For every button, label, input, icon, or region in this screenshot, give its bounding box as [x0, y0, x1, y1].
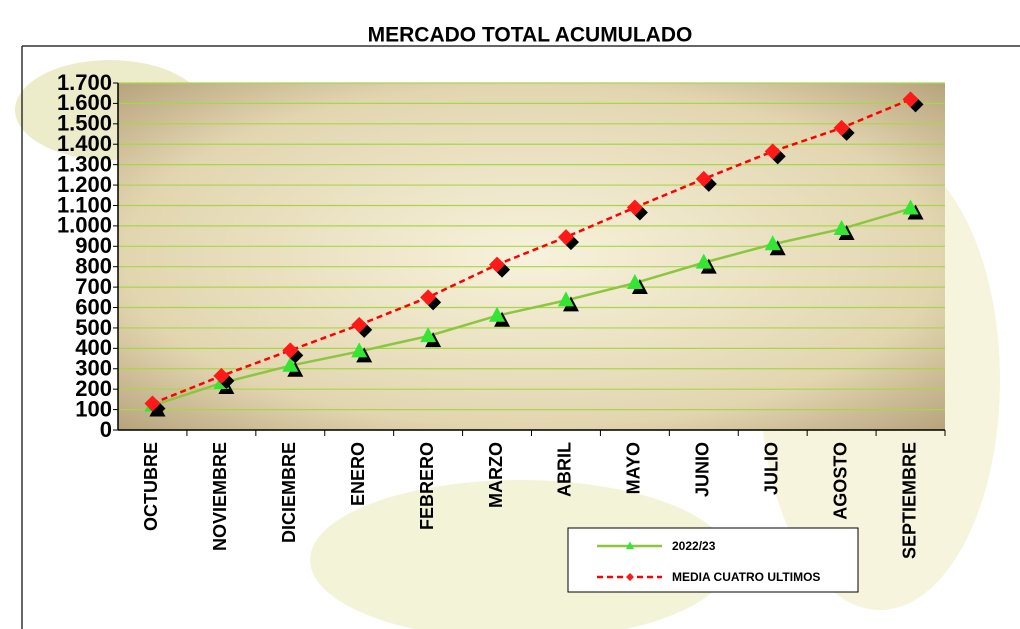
- data-point: [833, 219, 850, 235]
- legend-label: 2022/23: [672, 539, 716, 553]
- x-tick-label: JULIO: [761, 442, 781, 495]
- data-point: [489, 306, 506, 322]
- legend-label: MEDIA CUATRO ULTIMOS: [672, 570, 820, 584]
- series-line: [152, 207, 911, 407]
- data-point: [833, 119, 850, 136]
- x-tick-label: AGOSTO: [830, 442, 850, 520]
- data-point: [626, 274, 643, 290]
- data-point: [351, 342, 368, 358]
- y-tick-label: 1.000: [57, 213, 112, 238]
- data-point: [489, 256, 506, 273]
- y-tick-label: 1.500: [57, 111, 112, 136]
- x-tick-label: MAYO: [624, 442, 644, 494]
- data-point: [764, 143, 781, 160]
- x-tick-label: SEPTIEMBRE: [899, 442, 919, 559]
- x-tick-label: MARZO: [486, 442, 506, 508]
- y-tick-label: 1.600: [57, 90, 112, 115]
- data-point: [144, 395, 161, 412]
- x-tick-label: ENERO: [348, 442, 368, 506]
- data-point: [764, 235, 781, 251]
- legend-marker: [626, 541, 634, 549]
- x-tick-label: NOVIEMBRE: [210, 442, 230, 551]
- y-tick-label: 1.400: [57, 131, 112, 156]
- data-point: [626, 199, 643, 216]
- chart-title: MERCADO TOTAL ACUMULADO: [368, 24, 693, 47]
- data-point: [213, 367, 230, 384]
- series-line: [151, 98, 912, 405]
- x-tick-label: FEBRERO: [417, 442, 437, 530]
- data-point: [420, 327, 437, 343]
- data-point: [557, 229, 574, 246]
- y-tick-label: 1.300: [57, 151, 112, 176]
- y-tick-label: 1.100: [57, 192, 112, 217]
- y-tick-label: 600: [75, 294, 112, 319]
- y-tick-label: 200: [75, 376, 112, 401]
- data-point: [695, 170, 712, 187]
- x-tick-label: OCTUBRE: [141, 442, 161, 531]
- y-tick-label: 300: [75, 356, 112, 381]
- data-point: [695, 253, 712, 269]
- y-tick-label: 0: [100, 417, 112, 442]
- y-tick-label: 800: [75, 254, 112, 279]
- data-point: [902, 199, 919, 215]
- legend-marker: [626, 573, 634, 581]
- y-tick-label: 700: [75, 274, 112, 299]
- data-point: [282, 342, 299, 359]
- legend: [567, 527, 859, 593]
- y-tick-label: 1.200: [57, 172, 112, 197]
- data-point: [420, 289, 437, 306]
- data-point: [557, 291, 574, 307]
- y-tick-label: 900: [75, 233, 112, 258]
- data-point: [902, 91, 919, 108]
- y-tick-label: 100: [75, 396, 112, 421]
- y-tick-label: 500: [75, 315, 112, 340]
- y-tick-label: 400: [75, 335, 112, 360]
- data-point: [282, 356, 299, 372]
- x-tick-label: DICIEMBRE: [279, 442, 299, 543]
- x-tick-label: JUNIO: [693, 442, 713, 497]
- y-tick-label: 1.700: [57, 70, 112, 95]
- data-point: [351, 316, 368, 333]
- x-tick-label: ABRIL: [555, 442, 575, 497]
